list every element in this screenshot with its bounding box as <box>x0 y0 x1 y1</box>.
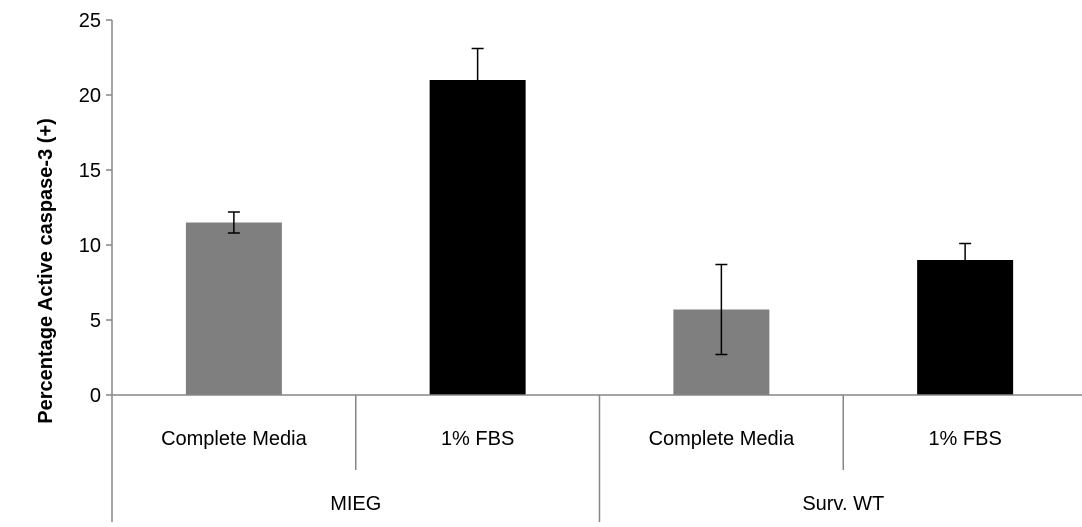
y-axis-title: Percentage Active caspase-3 (+) <box>35 118 57 424</box>
error-bar <box>471 47 484 113</box>
bar <box>429 80 526 395</box>
bar <box>917 260 1014 395</box>
y-tick-label: 20 <box>79 85 101 107</box>
x-category-label: Complete Media <box>649 428 796 450</box>
y-axis-title-group: Percentage Active caspase-3 (+) <box>35 118 57 424</box>
y-tick-label: 5 <box>90 310 101 332</box>
error-bar <box>227 211 240 234</box>
y-tick-label: 0 <box>90 385 101 407</box>
error-bar <box>715 263 728 356</box>
plot-area <box>185 47 1014 395</box>
x-category-label: 1% FBS <box>928 428 1001 450</box>
x-group-label: MIEG <box>330 493 381 515</box>
y-tick-label: 10 <box>79 235 101 257</box>
y-axis: 0 5 10 15 20 25 <box>79 10 113 407</box>
x-group-label: Surv. WT <box>802 493 884 515</box>
x-axis: Complete Media 1% FBS MIEG Complete Media 1%… <box>111 394 1082 522</box>
y-tick-label: 25 <box>79 10 101 32</box>
bar <box>185 222 282 395</box>
y-tick-label: 15 <box>79 160 101 182</box>
x-category-label: Complete Media <box>161 428 308 450</box>
x-category-label: 1% FBS <box>441 428 514 450</box>
error-bar <box>959 242 972 278</box>
